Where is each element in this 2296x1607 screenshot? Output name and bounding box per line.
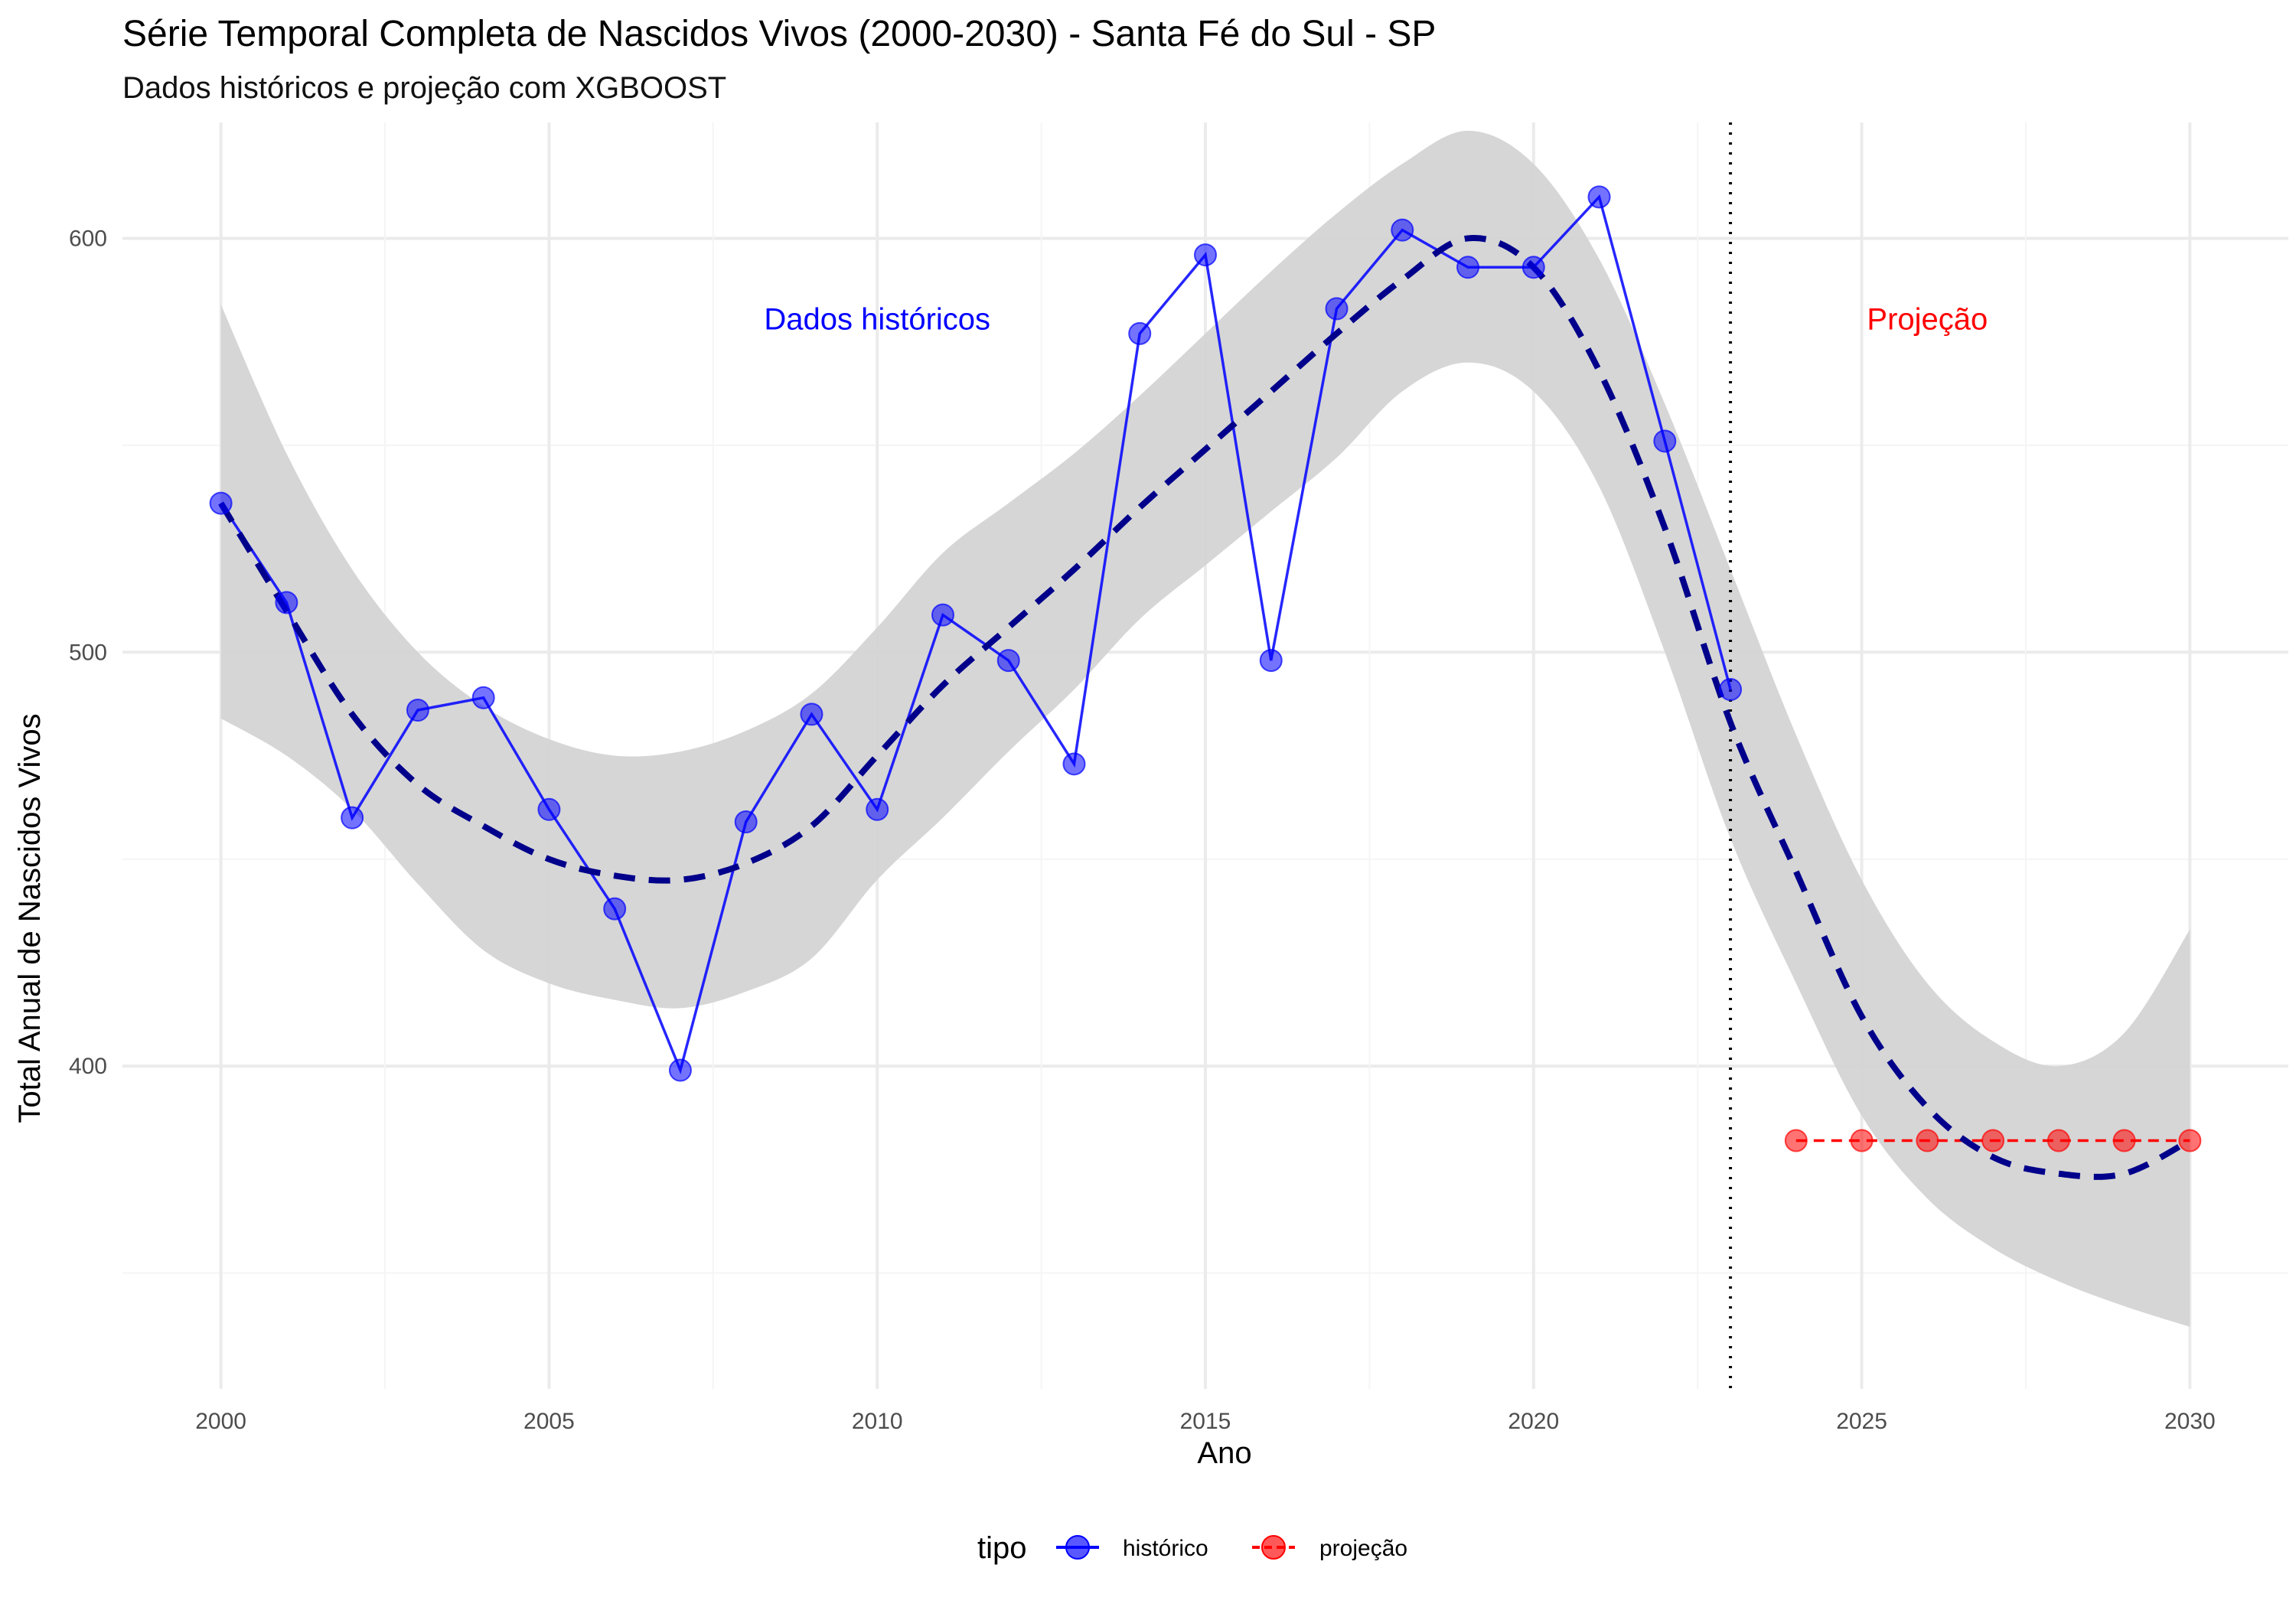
data-point-historico (931, 603, 954, 627)
legend-label-historico: histórico (1123, 1536, 1208, 1561)
data-point-historico (471, 686, 495, 709)
data-point-historico (1062, 752, 1086, 776)
data-point-historico (1719, 677, 1743, 701)
x-axis-title: Ano (1197, 1436, 1251, 1470)
y-axis-ticks: 400 500 600 (69, 226, 107, 1079)
data-point-historico (209, 491, 233, 515)
data-point-historico (537, 797, 561, 821)
data-point-historico (1391, 218, 1414, 242)
data-point-historico (275, 591, 298, 614)
data-point-projecao (2112, 1129, 2136, 1152)
trend-line (218, 235, 2192, 1180)
legend-title: tipo (977, 1531, 1027, 1565)
x-tick-label: 2015 (1180, 1409, 1231, 1434)
data-point-historico (668, 1058, 692, 1082)
x-tick-label: 2000 (195, 1409, 246, 1434)
data-points (209, 185, 2202, 1152)
confidence-band (220, 130, 2190, 1327)
data-point-historico (800, 702, 823, 726)
x-tick-label: 2030 (2164, 1409, 2216, 1434)
grid (122, 122, 2288, 1389)
data-point-historico (866, 797, 889, 821)
legend-marker-projecao (1261, 1535, 1286, 1560)
y-tick-label: 400 (69, 1054, 107, 1079)
data-point-projecao (2178, 1129, 2202, 1152)
data-point-historico (1456, 256, 1480, 279)
data-point-historico (996, 649, 1020, 673)
legend: tipo histórico projeção (977, 1531, 1407, 1565)
data-point-historico (406, 699, 429, 722)
legend-label-projecao: projeção (1319, 1536, 1407, 1561)
data-point-projecao (1981, 1129, 2005, 1152)
data-point-historico (1587, 185, 1611, 209)
data-point-projecao (2047, 1129, 2070, 1152)
data-point-historico (1194, 243, 1217, 267)
y-tick-label: 600 (69, 226, 107, 251)
legend-marker-historico (1065, 1535, 1090, 1560)
data-point-projecao (1850, 1129, 1874, 1152)
y-tick-label: 500 (69, 640, 107, 665)
chart-title: Série Temporal Completa de Nascidos Vivo… (122, 14, 1436, 54)
data-point-projecao (1916, 1129, 1939, 1152)
data-point-historico (341, 806, 364, 830)
x-axis-ticks: 2000 2005 2010 2015 2020 2025 2030 (195, 1409, 2215, 1434)
y-axis-title: Total Anual de Nascidos Vivos (13, 713, 47, 1123)
annotation-0: Dados históricos (764, 302, 990, 336)
annotations: Dados históricos Projeção (764, 302, 1988, 336)
data-point-historico (1653, 429, 1677, 453)
data-point-historico (1259, 649, 1283, 673)
annotation-1: Projeção (1867, 302, 1988, 336)
x-tick-label: 2025 (1836, 1409, 1887, 1434)
data-point-historico (1521, 256, 1545, 279)
chart-subtitle: Dados históricos e projeção com XGBOOST (122, 71, 726, 105)
x-tick-label: 2010 (852, 1409, 903, 1434)
data-point-historico (603, 897, 627, 921)
data-point-historico (734, 810, 758, 834)
data-point-historico (1128, 321, 1152, 345)
x-tick-label: 2005 (523, 1409, 575, 1434)
data-point-projecao (1784, 1129, 1808, 1152)
x-tick-label: 2020 (1508, 1409, 1559, 1434)
data-point-historico (1325, 297, 1349, 321)
